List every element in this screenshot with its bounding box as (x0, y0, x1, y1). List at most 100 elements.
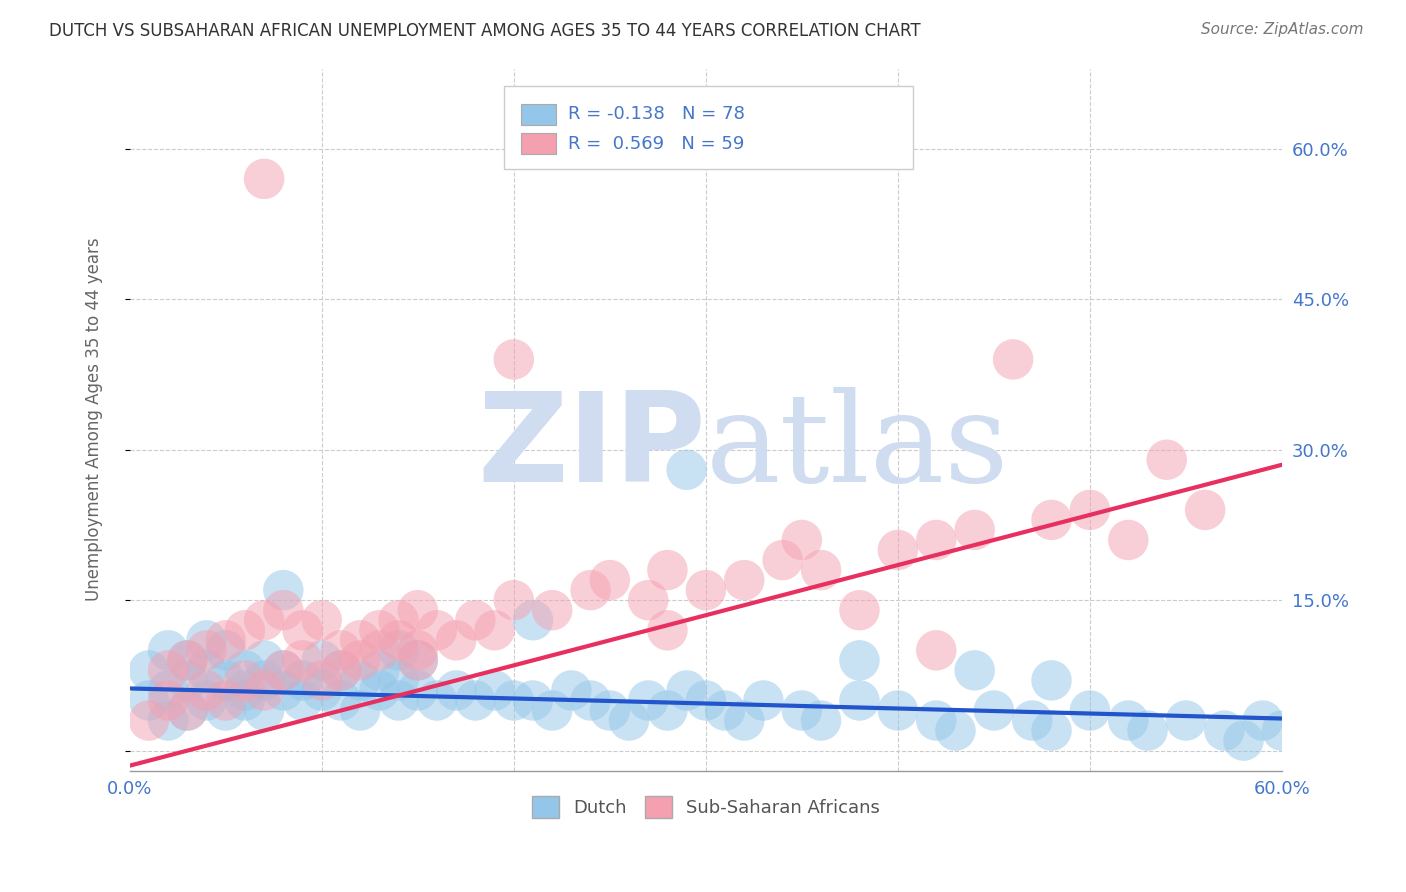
Point (329, 693, 352, 707)
Point (444, 683, 467, 698)
Point (253, 683, 276, 698)
Point (848, 693, 870, 707)
Text: R = -0.138   N = 78: R = -0.138 N = 78 (568, 105, 744, 123)
Point (1194, 503, 1216, 517)
Point (426, 693, 449, 707)
Point (138, 693, 160, 707)
Point (733, 714, 755, 728)
Point (368, 683, 391, 698)
Point (1174, 714, 1197, 728)
Point (329, 664, 352, 678)
Point (925, 643, 948, 657)
Point (464, 693, 486, 707)
Point (233, 624, 256, 638)
Point (963, 523, 986, 537)
Point (599, 573, 621, 587)
Point (406, 643, 429, 657)
Point (273, 583, 295, 598)
Point (657, 704, 679, 718)
Point (1271, 723, 1294, 738)
Point (1078, 503, 1101, 517)
Text: atlas: atlas (706, 387, 1010, 508)
Point (1136, 723, 1159, 738)
Point (273, 603, 295, 617)
Point (195, 633, 218, 648)
Point (215, 633, 238, 648)
Point (291, 653, 314, 667)
Point (349, 653, 371, 667)
Point (484, 683, 506, 698)
Point (464, 613, 486, 627)
Point (714, 704, 737, 718)
Point (311, 613, 333, 627)
Point (195, 683, 218, 698)
Point (157, 643, 180, 657)
Point (291, 673, 314, 688)
Point (311, 653, 333, 667)
Point (790, 704, 813, 718)
Point (1040, 673, 1063, 688)
Point (1118, 714, 1140, 728)
Point (637, 693, 659, 707)
Point (1040, 723, 1063, 738)
Point (675, 463, 697, 477)
Point (329, 643, 352, 657)
Point (657, 563, 679, 577)
Point (1078, 704, 1101, 718)
Point (215, 693, 238, 707)
Point (176, 704, 198, 718)
Point (810, 563, 832, 577)
Point (273, 664, 295, 678)
Point (484, 624, 506, 638)
Point (291, 693, 314, 707)
Point (426, 624, 449, 638)
Point (368, 664, 391, 678)
Point (406, 653, 429, 667)
Point (810, 714, 832, 728)
Point (157, 683, 180, 698)
Point (406, 683, 429, 698)
Point (695, 583, 717, 598)
Text: R =  0.569   N = 59: R = 0.569 N = 59 (568, 135, 744, 153)
Point (617, 714, 640, 728)
Bar (522, 133, 555, 154)
Point (945, 723, 967, 738)
Point (387, 643, 409, 657)
Legend: Dutch, Sub-Saharan Africans: Dutch, Sub-Saharan Africans (524, 789, 887, 825)
Point (387, 673, 409, 688)
Point (406, 603, 429, 617)
Point (387, 693, 409, 707)
Point (1232, 733, 1254, 747)
Point (560, 683, 582, 698)
Point (925, 533, 948, 547)
Point (195, 693, 218, 707)
Point (444, 633, 467, 648)
Point (233, 673, 256, 688)
Point (406, 653, 429, 667)
Point (273, 664, 295, 678)
Point (848, 603, 870, 617)
Point (195, 643, 218, 657)
Point (349, 633, 371, 648)
Point (925, 714, 948, 728)
Point (233, 693, 256, 707)
Point (1021, 714, 1043, 728)
Bar (522, 103, 555, 125)
Point (311, 683, 333, 698)
Point (772, 553, 794, 567)
Point (138, 714, 160, 728)
Point (502, 352, 524, 367)
Point (195, 664, 218, 678)
Point (157, 664, 180, 678)
Point (311, 673, 333, 688)
Point (176, 653, 198, 667)
Point (599, 704, 621, 718)
Point (637, 593, 659, 607)
Point (695, 693, 717, 707)
Point (215, 643, 238, 657)
Point (1118, 533, 1140, 547)
Point (733, 573, 755, 587)
Point (1213, 723, 1236, 738)
Point (176, 673, 198, 688)
Point (349, 673, 371, 688)
